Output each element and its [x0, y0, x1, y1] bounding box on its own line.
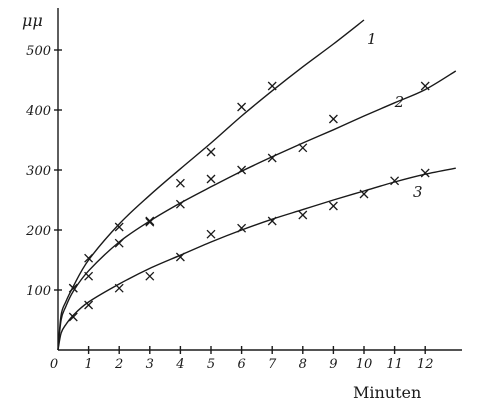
curves	[57, 19, 457, 351]
x-tick-label: 8	[299, 357, 307, 372]
y-tick-label: 400	[25, 104, 51, 119]
curve-label-1: 1	[367, 30, 377, 48]
data-point	[175, 199, 185, 209]
y-tick-label: 300	[26, 164, 51, 179]
data-point	[68, 312, 78, 322]
data-point	[328, 201, 338, 211]
data-point	[206, 229, 216, 239]
data-point	[84, 300, 94, 310]
data-point	[114, 238, 124, 248]
curve-label-2: 2	[394, 93, 405, 111]
data-point	[84, 271, 94, 281]
data-point	[267, 81, 277, 91]
points	[68, 81, 430, 322]
data-point	[420, 168, 430, 178]
y-tick-label: 500	[26, 44, 51, 59]
data-point	[390, 176, 400, 186]
data-point	[206, 147, 216, 157]
x-tick-label: 2	[114, 357, 123, 372]
x-tick-label: 10	[356, 357, 373, 372]
x-tick-label: 4	[175, 357, 184, 372]
x-tick-label: 7	[268, 357, 277, 372]
axes	[57, 8, 462, 351]
data-point	[298, 143, 308, 153]
x-tick-label: 1	[84, 357, 92, 372]
data-point	[175, 252, 185, 262]
data-point	[267, 216, 277, 226]
curve-label-3: 3	[413, 183, 423, 201]
data-point	[114, 222, 124, 232]
x-tick-label: 5	[207, 357, 215, 372]
data-point	[328, 114, 338, 124]
data-point	[359, 189, 369, 199]
x-tick-label: 9	[329, 357, 337, 372]
curve-1	[57, 19, 365, 351]
data-point	[145, 217, 155, 227]
data-point	[68, 283, 78, 293]
data-point	[237, 165, 247, 175]
y-tick-label: 100	[26, 284, 51, 299]
data-point	[145, 271, 155, 281]
curve-2	[57, 70, 457, 351]
y-tick-label: 200	[25, 224, 51, 239]
y-axis-title: μμ	[22, 11, 43, 30]
data-point	[420, 81, 430, 91]
data-point	[267, 153, 277, 163]
data-point	[114, 283, 124, 293]
x-tick-label: 3	[146, 357, 154, 372]
data-point	[206, 174, 216, 184]
x-tick-label: 12	[417, 357, 434, 372]
data-point	[237, 223, 247, 233]
x-tick-label: 11	[386, 357, 403, 372]
data-point	[237, 102, 247, 112]
x-axis-title: Minuten	[353, 383, 421, 402]
data-point	[175, 178, 185, 188]
curve-3	[57, 167, 456, 351]
data-point	[298, 210, 308, 220]
labels: μμ Minuten 1 2 3	[22, 11, 423, 402]
x-tick-label: 0	[50, 357, 58, 372]
x-tick-label: 6	[237, 357, 245, 372]
data-point	[84, 253, 94, 263]
data-point	[145, 216, 155, 226]
